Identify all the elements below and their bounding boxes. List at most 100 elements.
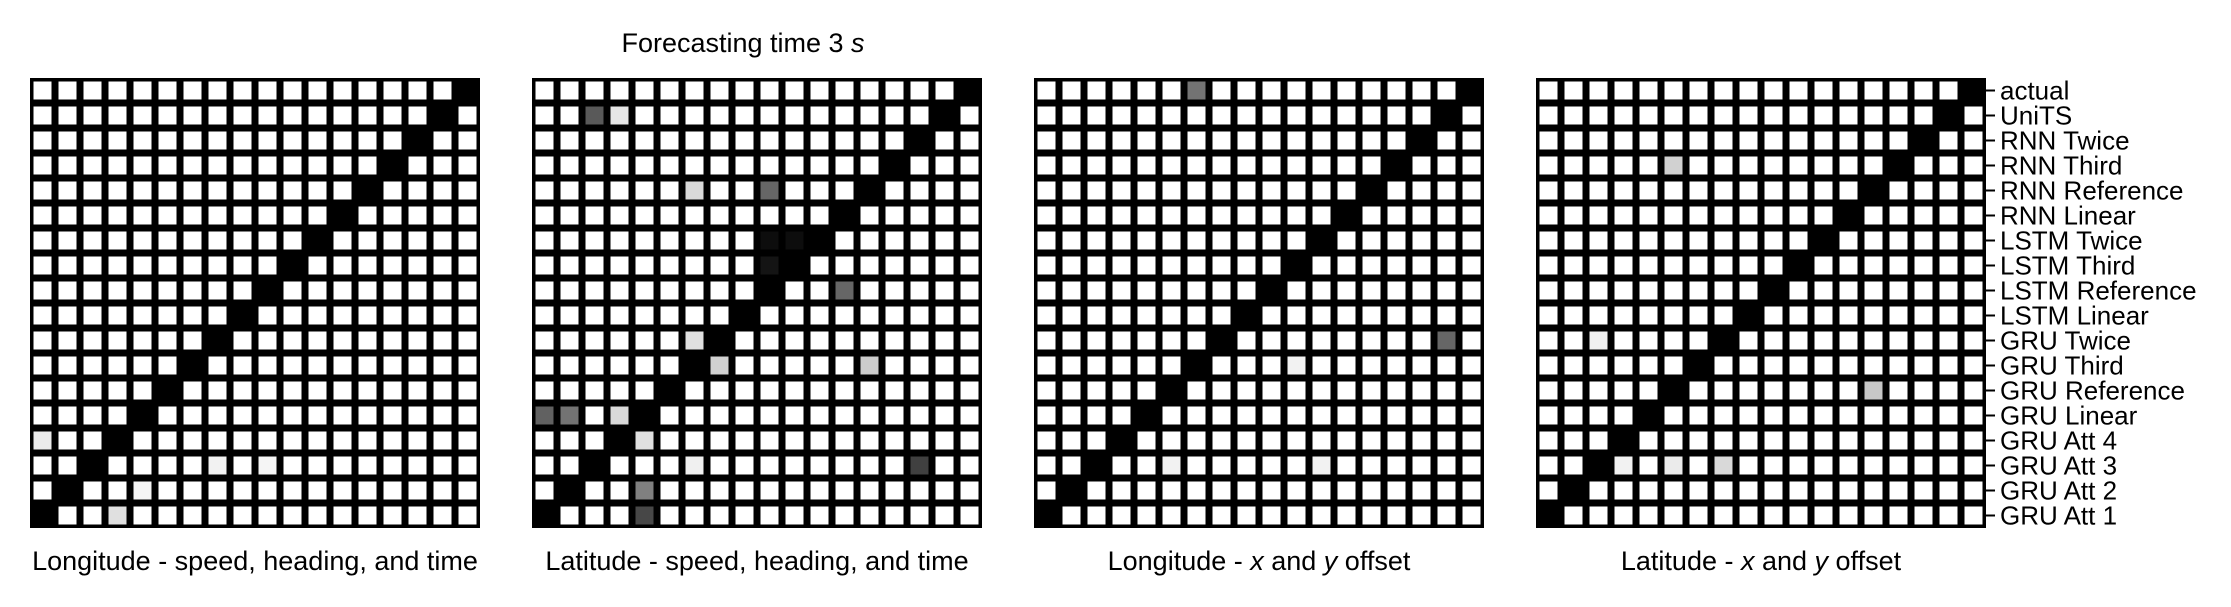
heatmap-cell: [610, 106, 629, 125]
heatmap-cell: [710, 181, 729, 200]
heatmap-cell: [960, 206, 979, 225]
heatmap-cell: [1564, 281, 1583, 300]
heatmap-cell: [258, 156, 277, 175]
heatmap-cell: [1539, 306, 1558, 325]
heatmap-cell: [208, 106, 227, 125]
heatmap-cell: [408, 231, 427, 250]
heatmap-cell: [1864, 256, 1883, 275]
heatmap-cell: [433, 331, 452, 350]
heatmap-cell: [208, 356, 227, 375]
heatmap-cell: [283, 181, 302, 200]
heatmap-cell: [560, 306, 579, 325]
panel-frame: [532, 78, 982, 528]
heatmap-cell: [810, 481, 829, 500]
heatmap-cell: [1639, 106, 1658, 125]
heatmap-cell: [1412, 206, 1431, 225]
heatmap-cell: [83, 406, 102, 425]
heatmap-cell: [910, 106, 929, 125]
heatmap-cell: [535, 206, 554, 225]
heatmap-cell: [1789, 231, 1808, 250]
heatmap-cell: [735, 356, 754, 375]
heatmap-cell: [1412, 456, 1431, 475]
heatmap-cell: [660, 431, 679, 450]
heatmap-cell: [283, 456, 302, 475]
heatmap-cell: [133, 81, 152, 100]
heatmap-cell: [585, 131, 604, 150]
heatmap-cell: [860, 356, 879, 375]
heatmap-cell: [1387, 131, 1406, 150]
heatmap-cell: [458, 281, 477, 300]
heatmap-cell: [685, 206, 704, 225]
heatmap-cell: [83, 306, 102, 325]
heatmap-cell: [835, 406, 854, 425]
heatmap-cell: [1462, 256, 1481, 275]
heatmap-cell: [1789, 181, 1808, 200]
heatmap-cell: [1914, 156, 1933, 175]
heatmap-cell: [1112, 331, 1131, 350]
heatmap-cell: [408, 331, 427, 350]
heatmap-cell: [1664, 431, 1683, 450]
heatmap-cell: [535, 381, 554, 400]
heatmap-cell: [1187, 156, 1206, 175]
heatmap-cell: [458, 206, 477, 225]
ytick-label: GRU Att 1: [2000, 501, 2117, 531]
heatmap-cell: [1889, 156, 1908, 175]
heatmap-cell: [1564, 156, 1583, 175]
heatmap-cell: [735, 456, 754, 475]
heatmap-cell: [1237, 106, 1256, 125]
heatmap-cell: [910, 356, 929, 375]
heatmap-cell: [1412, 156, 1431, 175]
heatmap-cell: [610, 231, 629, 250]
heatmap-cell: [1814, 506, 1833, 525]
heatmap-cell: [83, 381, 102, 400]
heatmap-cell: [1112, 481, 1131, 500]
heatmap-cell: [1187, 381, 1206, 400]
heatmap-cell: [283, 306, 302, 325]
heatmap-cell: [308, 156, 327, 175]
xlabel-part: offset: [1828, 546, 1902, 576]
heatmap-cell: [1212, 456, 1231, 475]
heatmap-cell: [333, 206, 352, 225]
heatmap-cell: [1914, 281, 1933, 300]
heatmap-cell: [735, 81, 754, 100]
heatmap-cell: [1589, 206, 1608, 225]
heatmap-cell: [685, 231, 704, 250]
heatmap-cell: [433, 506, 452, 525]
heatmap-cell: [1187, 231, 1206, 250]
heatmap-cell: [785, 431, 804, 450]
heatmap-cell: [860, 181, 879, 200]
heatmap-cell: [383, 181, 402, 200]
heatmap-cell: [1889, 281, 1908, 300]
heatmap-cell: [1639, 281, 1658, 300]
heatmap-cell: [685, 106, 704, 125]
heatmap-cell: [133, 106, 152, 125]
heatmap-cell: [58, 506, 77, 525]
heatmap-cell: [108, 156, 127, 175]
heatmap-cell: [1137, 106, 1156, 125]
heatmap-cell: [433, 381, 452, 400]
heatmap-cell: [83, 206, 102, 225]
heatmap-cell: [810, 231, 829, 250]
heatmap-cell: [1337, 81, 1356, 100]
heatmap-cell: [33, 156, 52, 175]
heatmap-cell: [785, 181, 804, 200]
heatmap-cell: [1914, 131, 1933, 150]
heatmap-cell: [433, 181, 452, 200]
heatmap-cell: [1137, 331, 1156, 350]
heatmap-cell: [333, 81, 352, 100]
heatmap-cell: [1412, 106, 1431, 125]
heatmap-panel-4: Latitude - x and y offset: [1536, 78, 1986, 576]
heatmap-cell: [935, 106, 954, 125]
heatmap-cell: [308, 206, 327, 225]
heatmap-cell: [1212, 406, 1231, 425]
heatmap-cell: [458, 306, 477, 325]
heatmap-cell: [1889, 81, 1908, 100]
heatmap-cell: [1262, 506, 1281, 525]
heatmap-cell: [560, 406, 579, 425]
heatmap-cell: [835, 131, 854, 150]
xlabel-part: y: [1813, 546, 1830, 576]
heatmap-cell: [660, 456, 679, 475]
heatmap-cell: [1589, 231, 1608, 250]
heatmap-cell: [1639, 206, 1658, 225]
heatmap-cell: [1589, 481, 1608, 500]
